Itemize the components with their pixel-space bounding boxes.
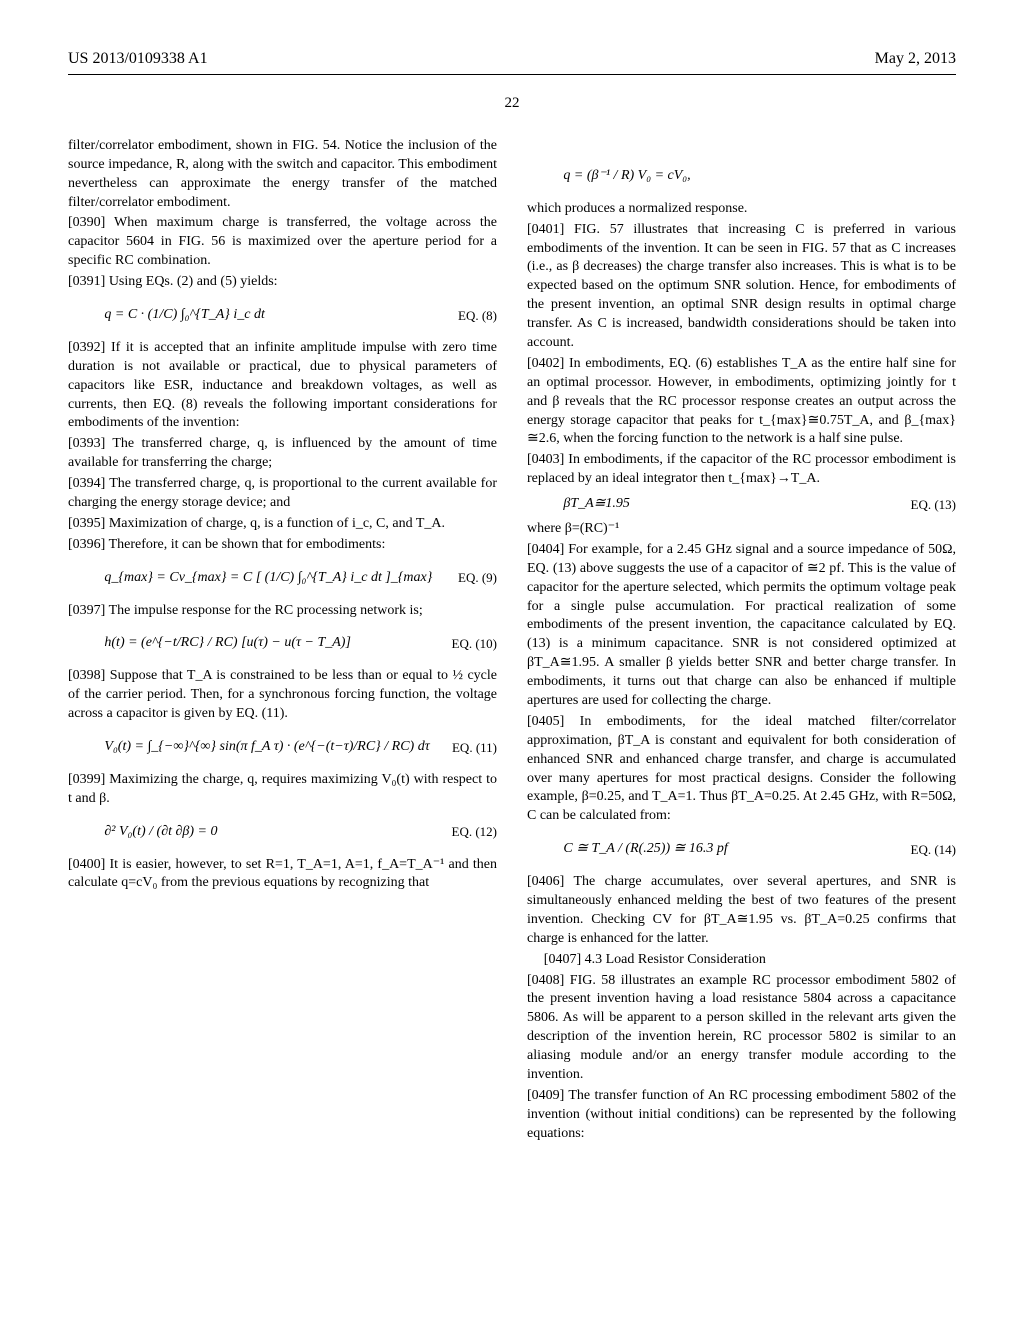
para-0392: [0392] If it is accepted that an infinit…	[68, 339, 497, 433]
para-0395: [0395] Maximization of charge, q, is a f…	[68, 515, 497, 534]
para-0406: [0406] The charge accumulates, over seve…	[527, 873, 956, 949]
eq10-expr: h(t) = (e^{−t/RC} / RC) [u(τ) − u(τ − T_…	[104, 634, 351, 653]
para-0397: [0397] The impulse response for the RC p…	[68, 602, 497, 621]
para-0399: [0399] Maximizing the charge, q, require…	[68, 771, 497, 809]
pub-number: US 2013/0109338 A1	[68, 48, 208, 70]
para-0391: [0391] Using EQs. (2) and (5) yields:	[68, 273, 497, 292]
para-0405: [0405] In embodiments, for the ideal mat…	[527, 713, 956, 826]
para-0401: [0401] FIG. 57 illustrates that increasi…	[527, 221, 956, 353]
page-number: 22	[68, 93, 956, 113]
para-0402: [0402] In embodiments, EQ. (6) establish…	[527, 355, 956, 449]
para-where: where β=(RC)⁻¹	[527, 520, 956, 539]
pub-date: May 2, 2013	[875, 48, 956, 70]
equation-9: q_{max} = Cv_{max} = C [ (1/C) ∫₀^{T_A} …	[68, 569, 497, 588]
right-column: q = (β⁻¹ / R) V₀ = cV₀, which produces a…	[527, 137, 956, 1146]
eq10-num: EQ. (10)	[452, 635, 498, 653]
para-cont: filter/correlator embodiment, shown in F…	[68, 137, 497, 213]
equation-12: ∂² V₀(t) / (∂t ∂β) = 0 EQ. (12)	[68, 823, 497, 842]
page-header: US 2013/0109338 A1 May 2, 2013	[68, 48, 956, 70]
para-0408: [0408] FIG. 58 illustrates an example RC…	[527, 972, 956, 1085]
eq9-num: EQ. (9)	[458, 569, 497, 587]
eq13-num: EQ. (13)	[911, 496, 957, 514]
eq9-expr: q_{max} = Cv_{max} = C [ (1/C) ∫₀^{T_A} …	[104, 569, 432, 588]
eq14-expr: C ≅ T_A / (R(.25)) ≅ 16.3 pf	[563, 840, 727, 859]
para-0390: [0390] When maximum charge is transferre…	[68, 214, 497, 271]
columns: filter/correlator embodiment, shown in F…	[68, 137, 956, 1146]
equation-cv: q = (β⁻¹ / R) V₀ = cV₀,	[527, 167, 956, 186]
equation-11: V₀(t) = ∫_{−∞}^{∞} sin(π f_A τ) · (e^{−(…	[68, 738, 497, 757]
para-0394: [0394] The transferred charge, q, is pro…	[68, 475, 497, 513]
eq11-num: EQ. (11)	[452, 739, 497, 757]
equation-8: q = C · (1/C) ∫₀^{T_A} i_c dt EQ. (8)	[68, 306, 497, 325]
equation-10: h(t) = (e^{−t/RC} / RC) [u(τ) − u(τ − T_…	[68, 634, 497, 653]
eq12-num: EQ. (12)	[452, 823, 498, 841]
eq8-expr: q = C · (1/C) ∫₀^{T_A} i_c dt	[104, 306, 264, 325]
header-rule	[68, 74, 956, 75]
eq-cv-expr: q = (β⁻¹ / R) V₀ = cV₀,	[563, 167, 690, 186]
eq13-expr: βT_A≅1.95	[563, 495, 630, 514]
eq14-num: EQ. (14)	[911, 841, 957, 859]
para-0396: [0396] Therefore, it can be shown that f…	[68, 536, 497, 555]
equation-13: βT_A≅1.95 EQ. (13)	[527, 495, 956, 514]
para-0407: [0407] 4.3 Load Resistor Consideration	[527, 951, 956, 970]
para-cv: which produces a normalized response.	[527, 200, 956, 219]
page: US 2013/0109338 A1 May 2, 2013 22 filter…	[0, 0, 1024, 1194]
eq8-num: EQ. (8)	[458, 307, 497, 325]
left-column: filter/correlator embodiment, shown in F…	[68, 137, 497, 1146]
eq11-expr: V₀(t) = ∫_{−∞}^{∞} sin(π f_A τ) · (e^{−(…	[104, 738, 429, 757]
eq12-expr: ∂² V₀(t) / (∂t ∂β) = 0	[104, 823, 217, 842]
para-0400: [0400] It is easier, however, to set R=1…	[68, 856, 497, 894]
equation-14: C ≅ T_A / (R(.25)) ≅ 16.3 pf EQ. (14)	[527, 840, 956, 859]
para-0393: [0393] The transferred charge, q, is inf…	[68, 435, 497, 473]
para-0404: [0404] For example, for a 2.45 GHz signa…	[527, 541, 956, 711]
para-0403: [0403] In embodiments, if the capacitor …	[527, 451, 956, 489]
para-0398: [0398] Suppose that T_A is constrained t…	[68, 667, 497, 724]
para-0409: [0409] The transfer function of An RC pr…	[527, 1087, 956, 1144]
